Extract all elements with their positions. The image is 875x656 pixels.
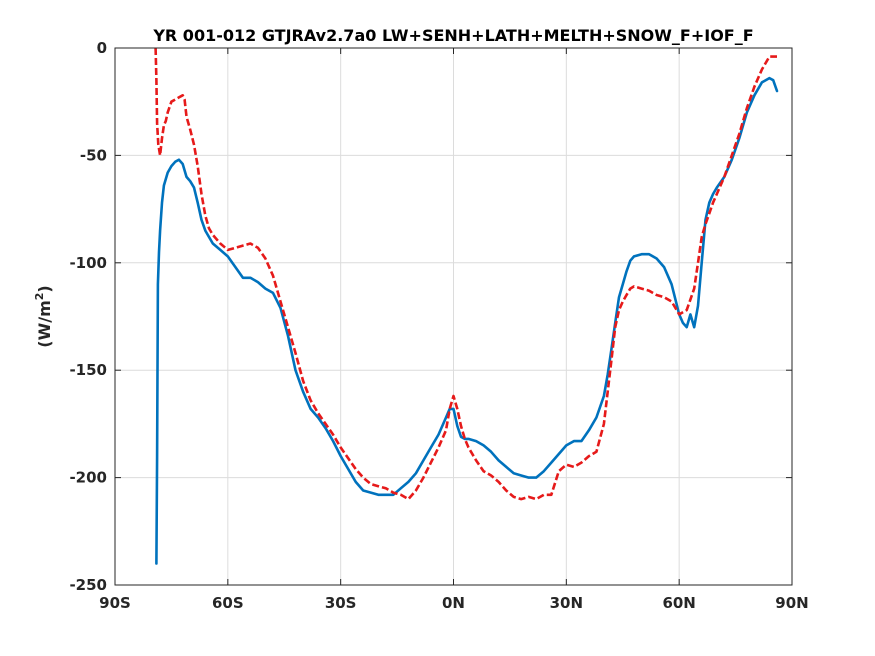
plot-series [154, 47, 779, 565]
y-tick-label: 0 [97, 39, 107, 57]
chart-title: YR 001-012 GTJRAv2.7a0 LW+SENH+LATH+MELT… [152, 26, 753, 45]
y-tick-label: -50 [80, 146, 107, 164]
x-tick-label: 60S [212, 594, 244, 612]
series-line-2 [154, 47, 777, 501]
y-axis-label-main: (W/m [35, 300, 54, 347]
y-axis-label-close: ) [35, 285, 54, 292]
y-axis-label: (W/m2) [33, 285, 54, 347]
series-line-1 [155, 76, 779, 565]
axis-ticks: 90S 60S 30S 0N 30N 60N 90N -250 -200 -150 -100 -50 0 [69, 39, 808, 612]
x-tick-label: 90S [99, 594, 131, 612]
x-tick-label: 90N [775, 594, 808, 612]
y-tick-label: -100 [69, 254, 107, 272]
y-axis-label-superscript: 2 [33, 293, 46, 301]
x-tick-label: 60N [662, 594, 695, 612]
y-tick-label: -250 [69, 576, 107, 594]
y-tick-label: -200 [69, 469, 107, 487]
y-tick-label: -150 [69, 361, 107, 379]
x-tick-label: 0N [442, 594, 465, 612]
x-tick-label: 30S [325, 594, 357, 612]
x-tick-label: 30N [550, 594, 583, 612]
